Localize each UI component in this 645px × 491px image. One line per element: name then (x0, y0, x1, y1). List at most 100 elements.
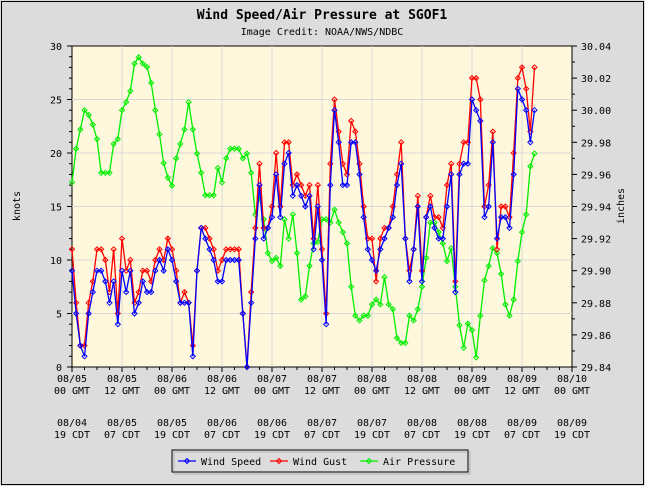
wind-speed-point (260, 235, 267, 242)
x-tick-label-gmt: 12 GMT (504, 386, 540, 397)
wind-speed-series (68, 85, 538, 371)
wind-gust-point (431, 213, 438, 221)
air-pressure-point (231, 145, 238, 152)
wind-gust-point (368, 235, 376, 242)
wind-gust-point (139, 267, 147, 274)
wind-gust-point (164, 235, 172, 242)
x-tick-label-gmt: 08/07 (257, 374, 287, 385)
wind-gust-point (514, 74, 522, 82)
air-pressure-point (235, 145, 242, 152)
wind-speed-point (347, 139, 355, 146)
air-pressure-point (397, 339, 405, 347)
wind-speed-point (431, 224, 438, 232)
axes: 0 5 10 15 20 25 30 29.84 29.86 29.88 29.90 29.92 29.… (50, 42, 611, 441)
wind-speed-point (156, 256, 163, 264)
wind-speed-point (493, 235, 501, 242)
wind-speed-point (302, 203, 309, 210)
x-tick-label-local: 19 CDT (554, 430, 590, 441)
air-pressure-point (402, 339, 409, 347)
wind-speed-point (389, 213, 397, 221)
x-tick-label-local: 08/09 (557, 418, 587, 429)
x-tick-label-local: 08/07 (307, 418, 337, 429)
wind-speed-point (247, 299, 255, 307)
air-pressure-point (72, 145, 80, 152)
wind-speed-point (272, 171, 280, 178)
y-tick-label: 25 (50, 96, 62, 107)
series-group (68, 54, 538, 371)
legend-label: Wind Speed (201, 457, 261, 468)
air-pressure-point (443, 257, 451, 265)
wind-speed-point (106, 299, 113, 307)
x-tick-label-gmt: 00 GMT (354, 386, 390, 397)
wind-speed-point (181, 299, 188, 307)
wind-speed-point (268, 213, 276, 221)
air-pressure-point (281, 216, 288, 223)
y2-tick-label: 29.88 (581, 299, 611, 310)
wind-speed-point (114, 320, 122, 328)
y-tick-label: 30 (50, 42, 62, 53)
air-pressure-line (71, 56, 536, 358)
wind-speed-point (214, 278, 222, 285)
air-pressure-point (93, 135, 101, 143)
wind-speed-point (497, 213, 505, 221)
wind-speed-point (506, 224, 513, 232)
wind-speed-point (122, 288, 130, 296)
wind-gust-point (377, 235, 384, 242)
y2-tick-label: 29.84 (581, 363, 611, 374)
air-pressure-point (202, 192, 209, 199)
air-pressure-point (168, 182, 176, 189)
wind-speed-point (418, 278, 426, 285)
air-pressure-point (156, 131, 163, 138)
wind-speed-point (364, 246, 372, 253)
wind-speed-point (152, 267, 159, 274)
wind-gust-point (127, 256, 134, 264)
wind-gust-point (231, 246, 238, 253)
wind-speed-point (343, 181, 351, 189)
air-pressure-point (139, 60, 147, 67)
wind-speed-point (377, 246, 384, 253)
wind-speed-point (177, 299, 184, 307)
air-pressure-point (264, 249, 272, 257)
x-tick-label-gmt: 08/05 (57, 374, 87, 385)
wind-speed-point (289, 192, 297, 200)
wind-gust-point (339, 160, 347, 167)
wind-speed-point (81, 353, 88, 360)
air-pressure-point (331, 206, 338, 213)
air-pressure-point (472, 354, 480, 361)
wind-speed-point (139, 278, 147, 285)
wind-gust-point (143, 267, 151, 274)
wind-gust-point (493, 246, 501, 253)
air-pressure-point (210, 192, 217, 199)
wind-speed-point (306, 192, 313, 200)
x-tick-label-local: 08/09 (507, 418, 537, 429)
air-pressure-point (218, 179, 226, 186)
wind-gust-point (102, 256, 109, 264)
wind-speed-point (318, 256, 326, 264)
wind-speed-point (393, 181, 401, 189)
air-pressure-point (418, 283, 426, 290)
air-pressure-point (518, 228, 526, 236)
x-tick-label-gmt: 08/06 (207, 374, 237, 385)
x-tick-label-local: 07 CDT (504, 430, 540, 441)
air-pressure-point (85, 111, 92, 119)
air-pressure-point (410, 317, 417, 324)
air-pressure-point (368, 301, 376, 308)
legend-shadow (173, 451, 471, 475)
wind-gust-point (227, 246, 234, 253)
wind-speed-point (252, 235, 259, 242)
legend: Wind Speed Wind Gust Air Pressure (171, 449, 471, 475)
air-pressure-point (122, 98, 130, 106)
wind-speed-point (352, 139, 359, 146)
air-pressure-point (468, 326, 476, 334)
x-tick-label-local: 08/05 (157, 418, 187, 429)
wind-gust-point (252, 224, 259, 232)
y2-tick-label: 29.90 (581, 267, 611, 278)
air-pressure-point (181, 126, 188, 133)
wind-gust-point (381, 224, 388, 232)
x-tick-label-local: 07 CDT (104, 430, 140, 441)
wind-speed-point (385, 224, 392, 232)
wind-speed-point (277, 213, 284, 221)
air-pressure-point (185, 98, 192, 106)
wind-gust-point (314, 181, 322, 189)
wind-speed-point (477, 117, 484, 125)
